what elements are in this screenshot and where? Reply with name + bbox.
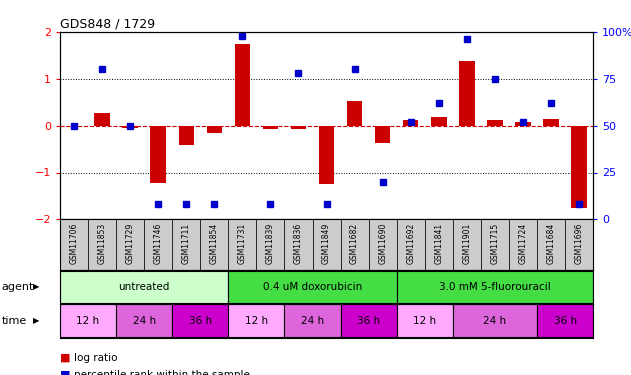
Text: GSM11684: GSM11684: [546, 223, 555, 264]
Text: GSM11841: GSM11841: [434, 223, 444, 264]
Text: 36 h: 36 h: [553, 316, 577, 326]
FancyBboxPatch shape: [256, 219, 285, 270]
FancyBboxPatch shape: [144, 219, 172, 270]
Text: GSM11849: GSM11849: [322, 223, 331, 264]
Text: GSM11836: GSM11836: [294, 223, 303, 264]
FancyBboxPatch shape: [172, 304, 228, 337]
Text: time: time: [1, 316, 27, 326]
Bar: [319, 126, 334, 184]
FancyBboxPatch shape: [453, 219, 481, 270]
Bar: [487, 120, 503, 126]
FancyBboxPatch shape: [509, 219, 537, 270]
Text: 24 h: 24 h: [133, 316, 156, 326]
FancyBboxPatch shape: [60, 271, 228, 303]
FancyBboxPatch shape: [369, 219, 397, 270]
Text: ▶: ▶: [33, 282, 39, 291]
Text: 0.4 uM doxorubicin: 0.4 uM doxorubicin: [263, 282, 362, 292]
FancyBboxPatch shape: [60, 219, 88, 270]
Text: GSM11692: GSM11692: [406, 223, 415, 264]
Text: 36 h: 36 h: [357, 316, 380, 326]
Text: GSM11682: GSM11682: [350, 223, 359, 264]
FancyBboxPatch shape: [116, 304, 172, 337]
Bar: [179, 126, 194, 146]
FancyBboxPatch shape: [537, 219, 565, 270]
FancyBboxPatch shape: [228, 219, 256, 270]
Text: GSM11696: GSM11696: [575, 223, 584, 264]
Text: untreated: untreated: [119, 282, 170, 292]
Bar: [150, 126, 166, 183]
Bar: [122, 126, 138, 128]
FancyBboxPatch shape: [60, 304, 116, 337]
Text: GSM11715: GSM11715: [490, 223, 499, 264]
Text: 12 h: 12 h: [245, 316, 268, 326]
Bar: [206, 126, 222, 133]
FancyBboxPatch shape: [228, 304, 285, 337]
FancyBboxPatch shape: [285, 304, 341, 337]
Bar: [347, 101, 362, 126]
FancyBboxPatch shape: [116, 219, 144, 270]
FancyBboxPatch shape: [397, 219, 425, 270]
Bar: [572, 126, 587, 208]
FancyBboxPatch shape: [341, 219, 369, 270]
FancyBboxPatch shape: [397, 304, 453, 337]
FancyBboxPatch shape: [565, 219, 593, 270]
Text: GSM11706: GSM11706: [69, 223, 78, 264]
Text: GSM11901: GSM11901: [463, 223, 471, 264]
Text: GSM11690: GSM11690: [378, 223, 387, 264]
Bar: [516, 122, 531, 126]
FancyBboxPatch shape: [285, 219, 312, 270]
FancyBboxPatch shape: [172, 219, 200, 270]
Bar: [543, 118, 559, 126]
Bar: [262, 126, 278, 129]
Text: GSM11839: GSM11839: [266, 223, 275, 264]
Text: GSM11746: GSM11746: [154, 223, 163, 264]
Text: percentile rank within the sample: percentile rank within the sample: [74, 370, 250, 375]
FancyBboxPatch shape: [425, 219, 453, 270]
FancyBboxPatch shape: [228, 271, 397, 303]
Text: GDS848 / 1729: GDS848 / 1729: [60, 18, 155, 31]
Text: 24 h: 24 h: [301, 316, 324, 326]
Text: 12 h: 12 h: [413, 316, 436, 326]
FancyBboxPatch shape: [397, 271, 593, 303]
Bar: [235, 44, 250, 126]
FancyBboxPatch shape: [341, 304, 397, 337]
Text: ▶: ▶: [33, 316, 39, 325]
Bar: [459, 61, 475, 126]
Text: GSM11711: GSM11711: [182, 223, 191, 264]
Text: GSM11731: GSM11731: [238, 223, 247, 264]
Text: GSM11853: GSM11853: [98, 223, 107, 264]
Text: 36 h: 36 h: [189, 316, 212, 326]
FancyBboxPatch shape: [88, 219, 116, 270]
Text: agent: agent: [1, 282, 33, 292]
Text: log ratio: log ratio: [74, 353, 117, 363]
Bar: [291, 126, 306, 129]
Text: GSM11724: GSM11724: [519, 223, 528, 264]
Text: ■: ■: [60, 370, 71, 375]
Bar: [94, 112, 110, 126]
Text: 3.0 mM 5-fluorouracil: 3.0 mM 5-fluorouracil: [439, 282, 551, 292]
Text: 12 h: 12 h: [76, 316, 100, 326]
Bar: [403, 120, 418, 126]
Bar: [431, 117, 447, 126]
FancyBboxPatch shape: [537, 304, 593, 337]
FancyBboxPatch shape: [481, 219, 509, 270]
FancyBboxPatch shape: [312, 219, 341, 270]
Bar: [375, 126, 391, 144]
Text: GSM11854: GSM11854: [209, 223, 219, 264]
FancyBboxPatch shape: [453, 304, 537, 337]
Text: ■: ■: [60, 353, 71, 363]
Text: GSM11729: GSM11729: [126, 223, 134, 264]
FancyBboxPatch shape: [200, 219, 228, 270]
Text: 24 h: 24 h: [483, 316, 507, 326]
